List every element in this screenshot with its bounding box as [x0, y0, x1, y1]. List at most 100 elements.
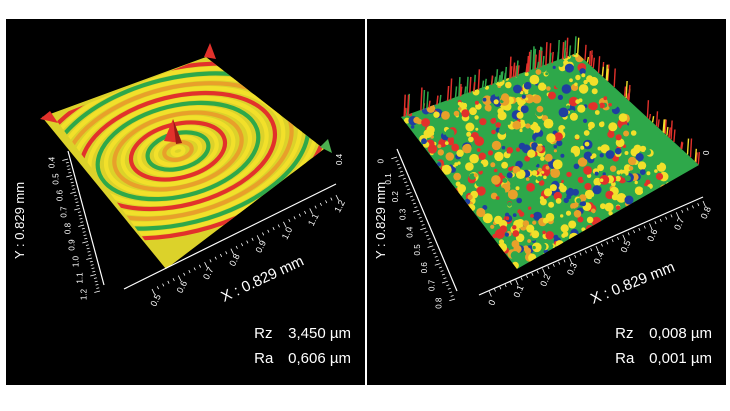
surface-spike	[695, 152, 698, 163]
surface-spike	[406, 106, 410, 116]
surface-texel	[482, 205, 488, 210]
surface-texel	[566, 171, 572, 178]
tick-label: 0.2	[391, 191, 400, 203]
surface-texel	[637, 161, 647, 170]
surface-texel	[563, 197, 569, 204]
surface-panel-left: 0.5 0.6 0.7 0.8 0.9 1.0 1.1 1.2 0.4 0.5 0.6 0.7 0.8 0…	[6, 19, 365, 385]
surface-spike	[512, 64, 516, 78]
surface-spike	[605, 64, 608, 80]
tick-label: 1.1	[76, 272, 85, 284]
surface-texel	[568, 96, 579, 107]
surface-texel	[518, 211, 525, 217]
surface-texel	[608, 103, 612, 107]
surface-texel	[543, 175, 547, 180]
surface-texel	[572, 147, 580, 155]
surface-texel	[457, 190, 463, 196]
surface-spike	[439, 94, 442, 104]
surface-texel	[421, 138, 427, 145]
surface-texel	[504, 232, 509, 237]
surface-texel	[468, 136, 474, 143]
surface-spike	[501, 71, 504, 82]
surface-texel	[574, 134, 580, 140]
surface-texel	[505, 81, 512, 89]
surface-texel	[621, 216, 625, 221]
tick-label: 0.5	[148, 292, 163, 308]
surface-texel	[591, 88, 598, 95]
surface-texel	[578, 84, 589, 94]
surface-spike	[536, 61, 540, 69]
stat-rz: Rz 3,450 µm	[254, 325, 351, 342]
tick-label: 0.4	[48, 156, 57, 168]
surface-texel	[494, 92, 499, 97]
surface-spike	[472, 81, 476, 92]
surface-texel	[573, 210, 582, 218]
surface-texel	[600, 121, 605, 126]
surface-texel	[589, 230, 599, 240]
surface-texel	[526, 182, 535, 192]
surface-texel	[491, 117, 496, 122]
surface-texel	[548, 201, 555, 208]
surface-texel	[457, 161, 461, 165]
surface-texel	[444, 141, 449, 145]
surface-texel	[463, 143, 472, 152]
surface-texel	[531, 142, 538, 149]
surface-texel	[542, 252, 549, 259]
surface-texel	[413, 116, 420, 124]
surface-texel	[493, 99, 499, 105]
surface-texel	[506, 147, 514, 154]
surface-texel	[458, 107, 462, 111]
surface-spike	[673, 129, 676, 143]
surface-texel	[527, 149, 536, 158]
surface-texel	[465, 122, 475, 132]
surface-texel	[457, 184, 466, 193]
surface-texel	[536, 105, 544, 113]
surface-spike	[526, 55, 530, 73]
surface-texel	[565, 164, 570, 169]
surface-texel	[511, 261, 519, 269]
surface-spike	[495, 69, 499, 84]
surface-texel	[497, 242, 508, 253]
surface-spike	[556, 51, 560, 62]
surface-panel-right: 0 0.1 0.2 0.3 0.4 0.5 0.6 0.7 0.8 0 0.1 0.2 0.3 0.4 0.…	[367, 19, 726, 385]
surface-texel	[499, 225, 508, 233]
surface-texel	[516, 197, 522, 204]
surface-texel	[584, 182, 592, 191]
surface-spike	[459, 86, 463, 97]
surface-texel	[593, 223, 601, 231]
surface-texel	[607, 130, 615, 138]
surface-texel	[562, 231, 569, 237]
tick-label: 1.1	[306, 212, 321, 228]
surface-texel	[634, 186, 644, 195]
surface-spike	[606, 68, 609, 81]
surface-texel	[583, 166, 592, 175]
surface-texel	[556, 140, 563, 147]
surface-texel	[512, 120, 522, 130]
surface-texel	[512, 230, 520, 237]
surface-spike	[623, 86, 627, 97]
surface-texel	[512, 213, 517, 218]
surface-texel	[529, 74, 540, 85]
corner-spike	[204, 43, 216, 59]
surface-texel	[528, 253, 537, 262]
surface-texel	[609, 165, 617, 172]
surface-spike	[561, 42, 565, 60]
surface-texel	[545, 72, 549, 76]
surface-texel	[509, 97, 514, 103]
surface-texel	[518, 76, 527, 84]
surface-texel	[587, 121, 595, 129]
stat-ra: Ra 0,606 µm	[254, 350, 351, 367]
surface-texel	[663, 207, 668, 212]
surface-texel	[501, 93, 510, 102]
surface-spike	[681, 142, 684, 150]
surface-texel	[680, 192, 688, 200]
surface-texel	[527, 239, 531, 243]
surface-spike	[628, 84, 631, 101]
surface-texel	[507, 201, 512, 207]
surface-texel	[669, 183, 673, 187]
surface-texel	[528, 206, 532, 210]
surface-plot-left: 0.5 0.6 0.7 0.8 0.9 1.0 1.1 1.2 0.4 0.5 0.6 0.7 0.8 0…	[12, 43, 347, 308]
surface-spike	[574, 36, 577, 56]
surface-texel	[648, 159, 654, 165]
surface-texel	[540, 156, 545, 161]
surface-texel	[451, 143, 460, 152]
